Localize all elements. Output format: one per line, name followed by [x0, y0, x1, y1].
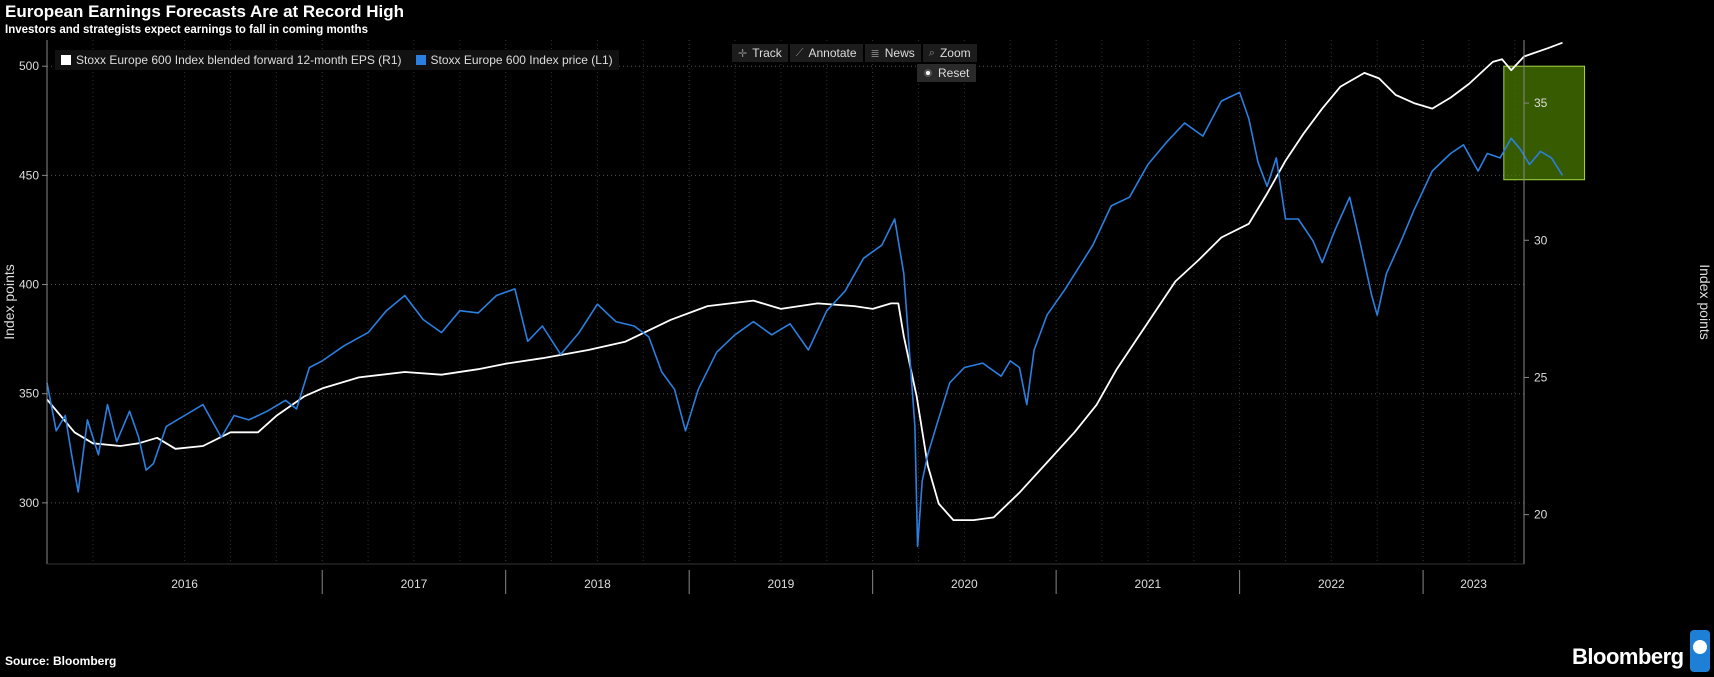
track-label: Track — [752, 46, 782, 60]
left-tick-label-400: 400 — [19, 278, 39, 292]
annotate-button[interactable]: ⟋ Annotate — [789, 44, 863, 62]
legend-label-price: Stoxx Europe 600 Index price (L1) — [430, 53, 613, 67]
pen-icon: ⟋ — [795, 46, 804, 59]
x-tick-label-2017: 2017 — [401, 577, 428, 591]
legend-swatch-eps — [61, 55, 71, 65]
annotate-label: Annotate — [808, 46, 857, 60]
magnifier-icon: ⌕ — [928, 46, 935, 59]
x-tick-label-2018: 2018 — [584, 577, 611, 591]
legend-label-eps: Stoxx Europe 600 Index blended forward 1… — [76, 53, 402, 67]
legend-item-price[interactable]: Stoxx Europe 600 Index price (L1) — [415, 53, 613, 67]
news-label: News — [884, 46, 915, 60]
chart-toolbar: ✛ Track ⟋ Annotate ≣ News ⌕ Zoom — [732, 44, 977, 62]
right-axis-title: Index points — [1697, 264, 1713, 340]
source-note: Source: Bloomberg — [5, 654, 117, 668]
right-tick-label-30: 30 — [1534, 233, 1548, 247]
x-tick-label-2021: 2021 — [1135, 577, 1162, 591]
x-tick-label-2016: 2016 — [171, 577, 198, 591]
left-tick-label-500: 500 — [19, 59, 39, 73]
x-tick-label-2019: 2019 — [768, 577, 795, 591]
news-button[interactable]: ≣ News — [864, 44, 921, 62]
x-tick-label-2020: 2020 — [951, 577, 978, 591]
left-axis-title: Index points — [1, 264, 17, 340]
track-button[interactable]: ✛ Track — [732, 44, 788, 62]
zoom-label: Zoom — [939, 46, 971, 60]
reset-label: Reset — [938, 66, 970, 80]
x-tick-label-2023: 2023 — [1460, 577, 1487, 591]
legend-swatch-price — [415, 55, 426, 65]
series-lines — [46, 41, 1564, 548]
zoom-button[interactable]: ⌕ Zoom — [922, 44, 977, 62]
legend: Stoxx Europe 600 Index blended forward 1… — [55, 50, 619, 70]
series-line-eps — [46, 41, 1563, 521]
chart-subtitle: Investors and strategists expect earning… — [5, 24, 368, 36]
radio-icon — [924, 69, 932, 77]
left-tick-label-450: 450 — [19, 168, 39, 182]
grid — [46, 40, 1524, 564]
left-tick-label-350: 350 — [19, 387, 39, 401]
right-tick-label-20: 20 — [1534, 508, 1548, 522]
highlight-rect — [1503, 65, 1586, 181]
reset-button[interactable]: Reset — [917, 64, 977, 82]
legend-item-eps[interactable]: Stoxx Europe 600 Index blended forward 1… — [61, 53, 402, 67]
chart-title: European Earnings Forecasts Are at Recor… — [5, 2, 404, 21]
right-tick-label-25: 25 — [1534, 370, 1548, 384]
terminal-app-icon[interactable] — [1690, 630, 1710, 672]
left-tick-label-300: 300 — [19, 496, 39, 510]
bloomberg-logo: Bloomberg — [1572, 644, 1684, 669]
series-line-price — [46, 91, 1564, 548]
x-tick-label-2022: 2022 — [1318, 577, 1345, 591]
crosshair-icon: ✛ — [738, 47, 748, 60]
axes: 300 350 400 450 500 20 25 30 35 Index points Index… — [1, 40, 1713, 594]
news-icon: ≣ — [870, 47, 880, 60]
highlight-box — [1503, 65, 1586, 181]
right-tick-label-35: 35 — [1534, 96, 1548, 110]
